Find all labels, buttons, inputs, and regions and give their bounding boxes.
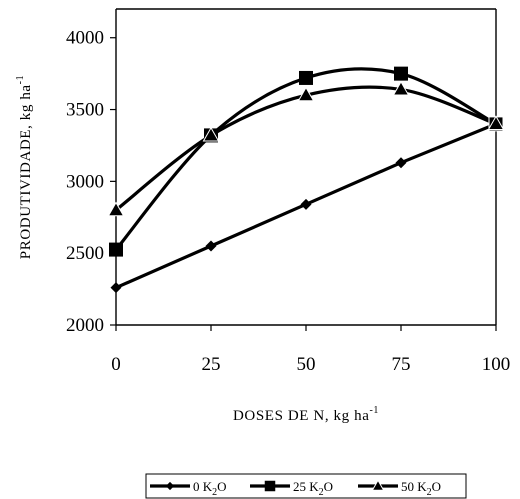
data-point-triangle	[297, 86, 315, 102]
y-axis-title-sup: -1	[15, 75, 26, 85]
x-tick-label: 25	[202, 354, 221, 375]
legend-label-end: O	[217, 479, 226, 494]
series-layer	[107, 66, 505, 294]
y-tick-label: 4000	[66, 28, 104, 49]
legend-label: 50 K2O	[401, 479, 441, 498]
data-point-square	[394, 66, 408, 81]
plot-area	[116, 9, 496, 325]
y-axis-title: PRODUTIVIDADE, kg ha-1	[15, 75, 34, 259]
y-tick-label: 2000	[66, 315, 104, 336]
y-axis-ticks: 2000 2500 3000 3500 4000	[66, 28, 116, 336]
legend-label-sub: 2	[212, 487, 217, 498]
legend-swatch-marker	[371, 479, 385, 491]
legend-label-sub: 2	[427, 487, 432, 498]
x-axis-title-sup: -1	[369, 405, 379, 416]
data-point-square	[299, 70, 313, 85]
x-axis-title-text: DOSES DE N, kg ha	[233, 408, 369, 424]
series-3	[107, 80, 505, 217]
data-point-diamond	[300, 198, 312, 210]
x-axis-ticks: 0 25 50 75 100	[111, 325, 510, 375]
legend-swatch-marker	[165, 481, 175, 491]
legend-label-sub: 2	[319, 487, 324, 498]
y-tick-label: 3500	[66, 100, 104, 121]
legend-label: 25 K2O	[293, 479, 333, 498]
legend-label-end: O	[324, 479, 333, 494]
legend-item-3: 50 K2O	[358, 479, 441, 498]
legend-label: 0 K2O	[193, 479, 227, 498]
x-tick-label: 0	[111, 354, 121, 375]
data-point-triangle	[487, 115, 505, 131]
data-point-triangle	[107, 201, 125, 217]
y-tick-label: 2500	[66, 243, 104, 264]
x-axis-title: DOSES DE N, kg ha-1	[233, 405, 379, 424]
x-tick-label: 100	[482, 354, 511, 375]
x-tick-label: 75	[392, 354, 411, 375]
data-point-triangle	[392, 80, 410, 96]
legend-items: 0 K2O 25 K2O 50 K2O	[150, 479, 441, 498]
data-point-triangle	[202, 126, 220, 142]
y-tick-label: 3000	[66, 171, 104, 192]
legend-label-main: 0 K	[193, 479, 213, 494]
data-point-square	[109, 242, 123, 257]
legend-label-main: 25 K	[293, 479, 319, 494]
y-axis-title-text: PRODUTIVIDADE, kg ha	[18, 84, 34, 259]
data-point-diamond	[110, 282, 122, 294]
x-tick-label: 50	[297, 354, 316, 375]
legend-box	[145, 473, 467, 499]
legend: 0 K2O 25 K2O 50 K2O	[145, 473, 467, 499]
legend-item-2: 25 K2O	[250, 479, 333, 498]
legend-swatch-marker	[264, 480, 276, 492]
legend-label-end: O	[432, 479, 441, 494]
data-point-diamond	[395, 157, 407, 169]
legend-item-1: 0 K2O	[150, 479, 227, 498]
data-point-diamond	[205, 240, 217, 252]
data-point-overlap-outline	[488, 116, 504, 132]
legend-label-main: 50 K	[401, 479, 427, 494]
